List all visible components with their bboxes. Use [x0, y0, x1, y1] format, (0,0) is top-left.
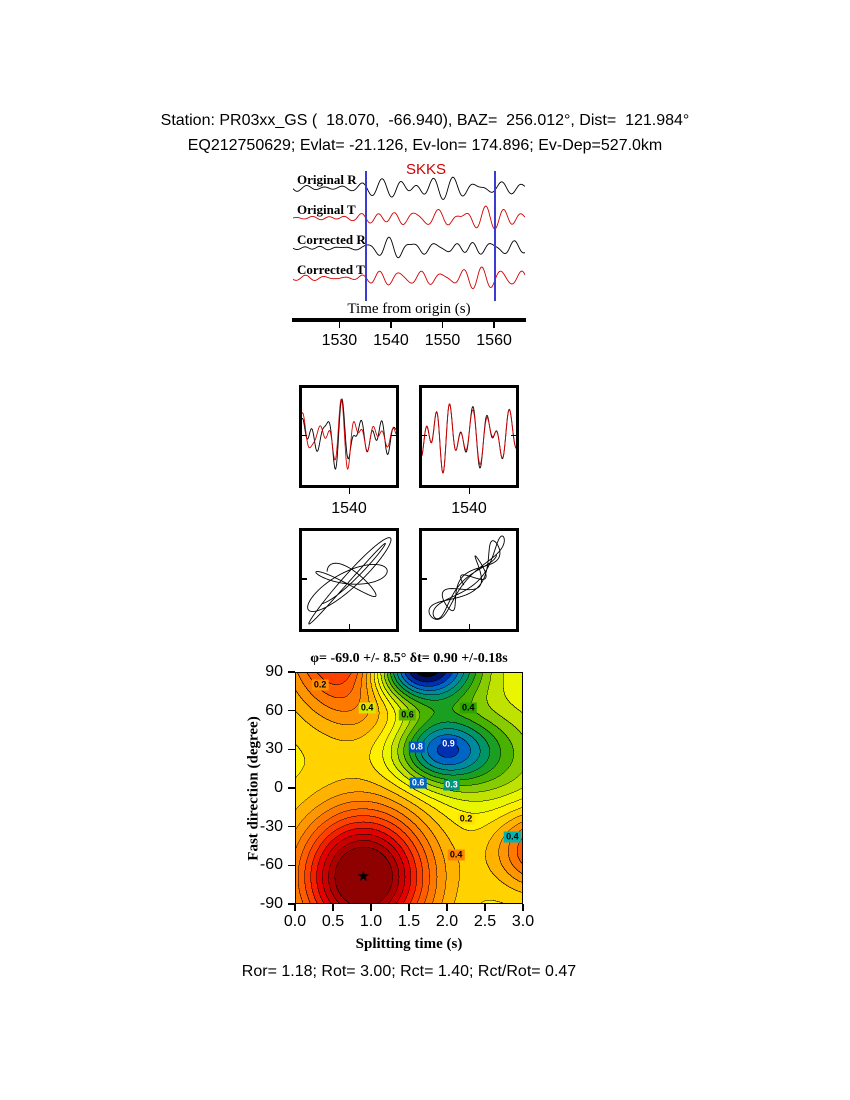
box-edge-tick — [302, 434, 307, 436]
time-axis-tick-label: 1550 — [424, 332, 461, 349]
window-waveform-panel-left — [299, 385, 399, 488]
contour-y-tick-label: -90 — [259, 895, 283, 912]
box-edge-tick — [391, 434, 396, 436]
contour-x-tick-label: 1.0 — [359, 913, 383, 930]
seismogram-panel: Original R Original T Corrected R Corrected… — [293, 168, 525, 304]
contour-inline-label: 0.6 — [409, 777, 427, 789]
box-edge-tick — [422, 578, 427, 580]
time-axis-tick-label: 1560 — [476, 332, 512, 349]
window-waveform-panel-right — [419, 385, 519, 488]
particle-motion-canvas-right — [422, 531, 516, 629]
contour-x-tick — [370, 904, 372, 911]
box-edge-tick — [468, 624, 470, 629]
time-axis-tick — [338, 322, 341, 328]
misfit-contour-map: ★ 90 60 30 0 -30 -60 -90 0.0 0.5 1.0 1.5 2.0 2.5 3.0 0… — [260, 663, 534, 930]
window-marker — [365, 171, 367, 301]
x-axis-label: Splitting time (s) — [355, 936, 463, 952]
box-edge-tick — [422, 434, 427, 436]
contour-y-tick-label: 60 — [265, 701, 283, 719]
contour-inline-label: 0.4 — [447, 849, 465, 861]
contour-y-tick-label: 90 — [265, 663, 283, 680]
window-waveform-canvas-left — [302, 388, 396, 485]
contour-y-tick-label: -30 — [259, 817, 283, 835]
window-axis-tick-right — [468, 488, 470, 494]
event-header: EQ212750629; Evlat= -21.126, Ev-lon= 174… — [187, 137, 663, 154]
window-tick-label-left: 1540 — [331, 500, 367, 517]
contour-x-tick — [484, 904, 486, 911]
contour-inline-label: 0.6 — [399, 709, 416, 721]
result-title: φ= -69.0 +/- 8.5° δt= 0.90 +/-0.18s — [310, 651, 508, 666]
contour-y-tick-label: 30 — [265, 740, 283, 758]
contour-y-tick — [288, 903, 295, 905]
contour-x-tick-label: 1.5 — [397, 913, 421, 930]
contour-x-tick-label: 3.0 — [511, 913, 535, 930]
time-axis-tick — [390, 322, 392, 328]
box-edge-tick — [302, 578, 307, 580]
particle-motion-panel-left — [299, 528, 399, 632]
contour-y-tick — [288, 825, 295, 828]
window-marker — [494, 171, 496, 301]
seismogram-traces-canvas — [293, 168, 525, 304]
contour-x-tick — [332, 904, 334, 911]
contour-y-tick — [288, 864, 295, 867]
box-edge-tick — [348, 624, 350, 629]
contour-y-tick-label: 0 — [274, 779, 283, 796]
contour-x-tick — [522, 904, 524, 911]
contour-inline-label: 0.4 — [504, 831, 521, 843]
time-axis-tick-label: 1530 — [321, 332, 358, 349]
contour-y-tick — [288, 671, 295, 673]
window-waveform-canvas-right — [422, 388, 516, 485]
contour-inline-label: 0.4 — [460, 702, 477, 714]
footer-ratios: Ror= 1.18; Rot= 3.00; Rct= 1.40; Rct/Rot… — [241, 963, 577, 980]
contour-inline-label: 0.2 — [311, 679, 329, 691]
window-axis-tick-left — [348, 488, 350, 494]
box-edge-tick — [511, 434, 516, 436]
trace-label: Corrected T — [297, 262, 365, 277]
contour-x-tick-label: 2.5 — [473, 913, 497, 930]
contour-x-tick — [294, 904, 296, 911]
trace-label: Original R — [297, 172, 357, 187]
contour-x-tick — [408, 904, 410, 911]
contour-x-tick-label: 0.0 — [283, 913, 307, 930]
contour-y-tick — [288, 748, 295, 751]
contour-y-tick — [288, 709, 295, 712]
time-axis-tick-label: 1540 — [373, 332, 409, 349]
time-axis-ticks: 1530 1540 1550 1560 — [293, 322, 525, 356]
time-axis-tick — [441, 322, 444, 328]
particle-motion-panel-right — [419, 528, 519, 632]
contour-y-tick-label: -60 — [259, 856, 283, 874]
trace-label: Corrected R — [297, 232, 366, 247]
contour-inline-label: 0.8 — [408, 741, 425, 753]
contour-frame — [295, 672, 523, 904]
station-header: Station: PR03xx_GS ( 18.070, -66.940), B… — [160, 112, 690, 129]
window-tick-label-right: 1540 — [451, 500, 487, 517]
best-fit-star: ★ — [356, 867, 371, 885]
trace-label: Original T — [297, 202, 356, 217]
contour-inline-label: 0.4 — [358, 702, 376, 714]
contour-x-tick-label: 0.5 — [321, 913, 345, 930]
time-axis-title: Time from origin (s) — [347, 301, 471, 317]
y-axis-label: Fast direction (degree) — [245, 716, 262, 861]
contour-inline-label: 0.2 — [457, 813, 475, 825]
time-axis-line — [292, 318, 526, 322]
contour-x-tick-label: 2.0 — [435, 913, 459, 930]
contour-inline-label: 0.3 — [443, 779, 460, 791]
contour-x-tick — [446, 904, 448, 911]
contour-inline-label: 0.9 — [440, 738, 457, 750]
time-axis-tick — [493, 322, 495, 328]
contour-y-tick — [288, 787, 295, 789]
particle-motion-canvas-left — [302, 531, 396, 629]
